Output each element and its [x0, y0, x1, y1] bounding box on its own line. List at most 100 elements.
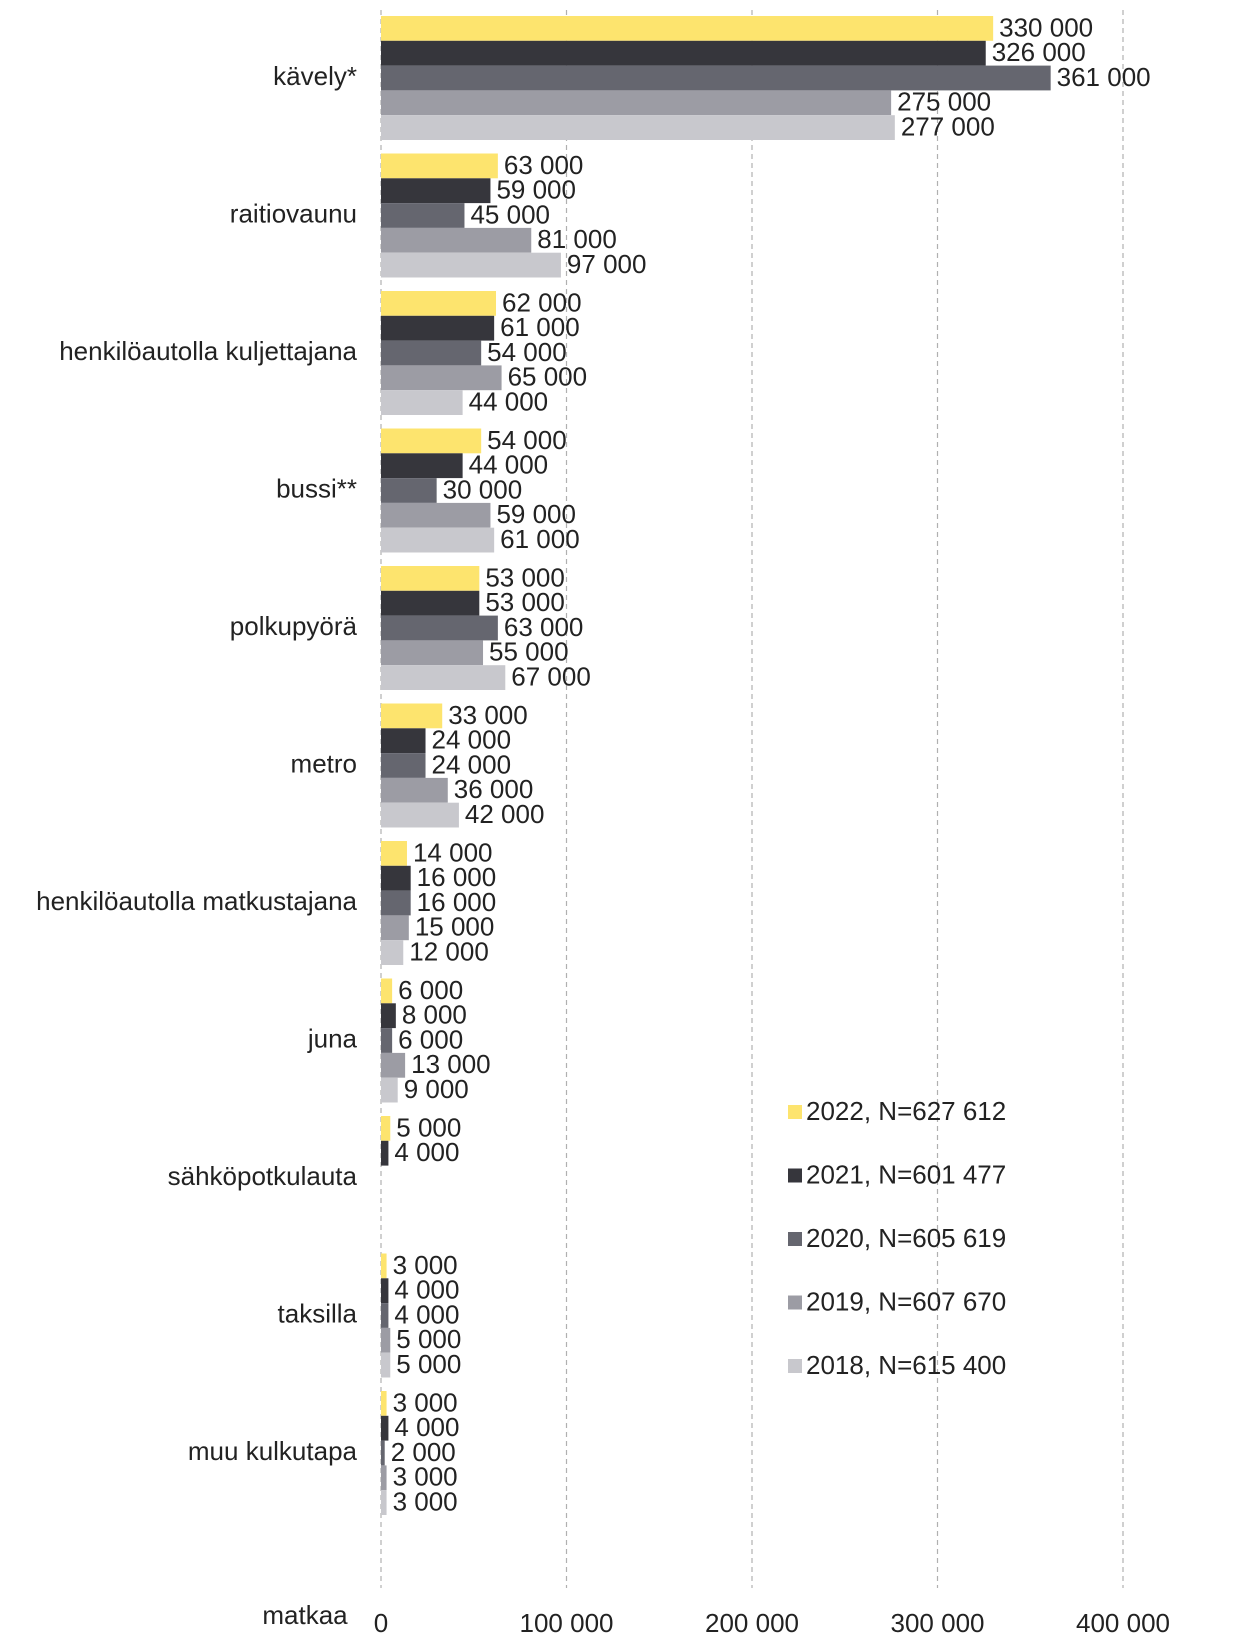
y-tick-label: bussi** — [276, 473, 357, 503]
legend-label: 2018, N=615 400 — [806, 1350, 1006, 1380]
bar — [381, 802, 459, 828]
bar — [381, 1140, 389, 1166]
value-label: 53 000 — [485, 562, 565, 592]
value-label: 59 000 — [496, 175, 576, 205]
x-tick-label: 100 000 — [520, 1608, 614, 1638]
bar — [381, 502, 491, 528]
bar — [381, 315, 495, 341]
bar — [381, 1003, 396, 1029]
value-label: 97 000 — [567, 249, 647, 279]
y-tick-label: juna — [307, 1023, 358, 1053]
bar — [381, 1440, 385, 1466]
x-tick-label: 400 000 — [1076, 1608, 1170, 1638]
bar — [381, 640, 484, 666]
value-label: 42 000 — [465, 799, 545, 829]
legend-label: 2020, N=605 619 — [806, 1223, 1006, 1253]
bar — [381, 753, 426, 778]
value-label: 330 000 — [999, 12, 1093, 42]
value-label: 5 000 — [396, 1324, 461, 1354]
value-label: 24 000 — [432, 725, 512, 755]
legend-swatch — [788, 1359, 802, 1373]
bar — [381, 1303, 389, 1328]
bar — [381, 777, 448, 803]
bar — [381, 1253, 387, 1279]
bar — [381, 365, 502, 391]
bar — [381, 665, 506, 690]
bar — [381, 65, 1051, 91]
bar — [381, 1415, 389, 1441]
value-label: 4 000 — [394, 1137, 459, 1167]
value-label: 4 000 — [394, 1275, 459, 1305]
value-label: 5 000 — [396, 1349, 461, 1379]
value-label: 59 000 — [496, 499, 576, 529]
value-label: 277 000 — [901, 111, 995, 141]
bar — [381, 252, 561, 278]
value-label: 3 000 — [393, 1387, 458, 1417]
bar — [381, 1052, 406, 1078]
value-label: 326 000 — [992, 37, 1086, 67]
value-label: 55 000 — [489, 637, 569, 667]
value-label: 2 000 — [391, 1437, 456, 1467]
x-tick-label: 0 — [374, 1608, 388, 1638]
value-label: 61 000 — [500, 524, 580, 554]
value-label: 6 000 — [398, 975, 463, 1005]
bar — [381, 453, 463, 479]
bar — [381, 590, 480, 616]
value-label: 8 000 — [402, 1000, 467, 1030]
bar — [381, 1465, 387, 1491]
bar — [381, 703, 443, 729]
bar — [381, 1028, 393, 1053]
value-label: 3 000 — [393, 1486, 458, 1516]
bar — [381, 841, 407, 866]
bar — [381, 1116, 391, 1141]
y-tick-label: polkupyörä — [230, 611, 358, 641]
value-label: 5 000 — [396, 1112, 461, 1142]
value-label: 54 000 — [487, 425, 567, 455]
y-tick-label: muu kulkutapa — [188, 1436, 358, 1466]
y-tick-label: taksilla — [278, 1298, 358, 1328]
value-label: 14 000 — [413, 837, 493, 867]
value-label: 4 000 — [394, 1299, 459, 1329]
legend-swatch — [788, 1105, 802, 1119]
value-label: 13 000 — [411, 1049, 491, 1079]
bar — [381, 203, 465, 228]
bar — [381, 478, 437, 503]
value-label: 81 000 — [537, 224, 617, 254]
value-label: 53 000 — [485, 587, 565, 617]
bar — [381, 90, 892, 116]
value-label: 15 000 — [415, 912, 495, 942]
bar — [381, 1278, 389, 1304]
bar — [381, 340, 482, 366]
bar — [381, 227, 532, 253]
bar — [381, 728, 426, 754]
bar — [381, 153, 498, 179]
value-label: 30 000 — [443, 474, 523, 504]
bar — [381, 178, 491, 204]
value-label: 36 000 — [454, 774, 534, 804]
value-label: 9 000 — [404, 1074, 469, 1104]
legend-label: 2022, N=627 612 — [806, 1096, 1006, 1126]
bar — [381, 1327, 391, 1353]
x-tick-label: 200 000 — [705, 1608, 799, 1638]
y-tick-label: henkilöautolla kuljettajana — [59, 336, 357, 366]
bar — [381, 865, 411, 891]
bar — [381, 615, 498, 641]
bar — [381, 390, 463, 415]
bar — [381, 978, 393, 1004]
bar — [381, 940, 404, 965]
bar — [381, 527, 495, 553]
value-label: 44 000 — [469, 386, 549, 416]
value-label: 3 000 — [393, 1462, 458, 1492]
value-label: 3 000 — [393, 1250, 458, 1280]
bar — [381, 1352, 391, 1378]
value-label: 65 000 — [508, 362, 588, 392]
value-label: 16 000 — [417, 887, 497, 917]
bar — [381, 890, 411, 916]
value-label: 4 000 — [394, 1412, 459, 1442]
bar — [381, 915, 409, 941]
legend-swatch — [788, 1295, 802, 1310]
value-label: 61 000 — [500, 312, 580, 342]
value-label: 6 000 — [398, 1024, 463, 1054]
value-label: 63 000 — [504, 612, 584, 642]
